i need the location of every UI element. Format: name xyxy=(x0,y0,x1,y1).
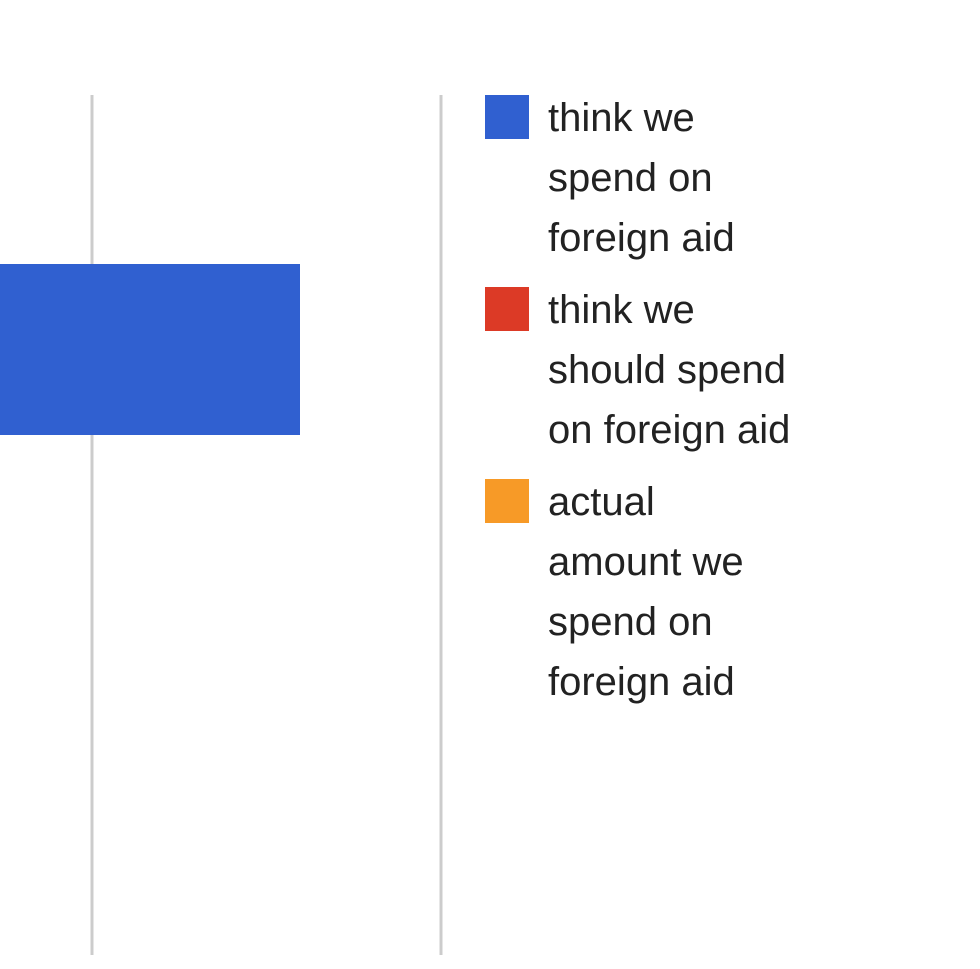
legend-label: think we should spend on foreign aid xyxy=(548,288,791,452)
legend-swatch xyxy=(485,287,529,331)
legend-item: think we spend on foreign aid xyxy=(485,88,815,268)
legend-label: think we spend on foreign aid xyxy=(548,96,735,260)
bar-think-we-spend xyxy=(0,264,300,435)
legend-label: actual amount we spend on foreign aid xyxy=(548,480,744,704)
legend-swatch xyxy=(485,479,529,523)
legend-swatch xyxy=(485,95,529,139)
legend-item: actual amount we spend on foreign aid xyxy=(485,472,815,712)
legend: think we spend on foreign aid think we s… xyxy=(485,88,815,724)
legend-item: think we should spend on foreign aid xyxy=(485,280,815,460)
